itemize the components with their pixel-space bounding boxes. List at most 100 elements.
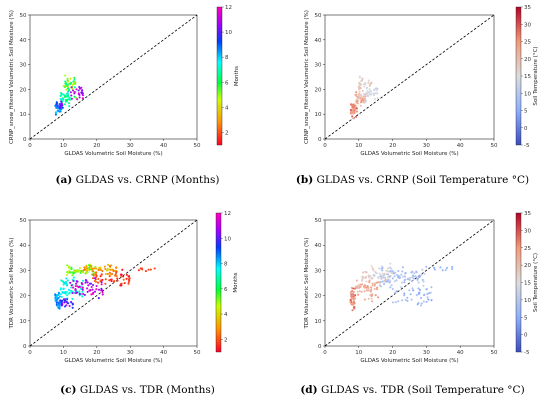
data-point: [100, 281, 103, 284]
colorbar-tick-label: 10: [224, 236, 231, 242]
data-point: [369, 90, 373, 93]
data-point: [92, 291, 95, 294]
data-point: [91, 267, 95, 270]
colorbar-tick-label: 25: [524, 40, 531, 46]
data-point: [370, 286, 373, 289]
data-point: [70, 94, 73, 97]
data-point: [73, 86, 76, 89]
data-point: [81, 89, 84, 92]
data-point: [371, 267, 374, 270]
data-point: [411, 276, 414, 279]
data-point: [370, 265, 373, 268]
data-point: [79, 271, 82, 274]
data-point: [421, 278, 424, 281]
data-point: [367, 91, 371, 95]
data-point: [389, 262, 392, 265]
colorbar-tick-label: 0: [524, 333, 528, 339]
y-tick-label: 50: [315, 218, 322, 224]
data-point: [379, 275, 382, 278]
data-point: [86, 281, 89, 284]
data-point: [67, 266, 71, 269]
colorbar-label: Soil Temperature (°C): [533, 46, 539, 105]
data-point: [399, 276, 402, 279]
data-point: [106, 269, 109, 272]
data-point: [55, 303, 58, 306]
x-tick-label: 50: [491, 143, 498, 149]
data-point: [67, 88, 70, 91]
data-point: [423, 272, 426, 275]
data-point: [403, 275, 406, 278]
y-tick-label: 20: [315, 87, 322, 93]
data-point: [441, 269, 444, 272]
data-point: [93, 267, 96, 270]
data-point: [410, 271, 413, 274]
data-point: [149, 268, 152, 271]
data-point: [70, 284, 73, 287]
data-point: [411, 274, 414, 277]
data-point: [370, 277, 373, 280]
data-point: [95, 288, 98, 291]
data-point: [54, 111, 58, 114]
data-point: [352, 303, 355, 306]
x-tick-label: 40: [457, 143, 464, 149]
colorbar-tick-label: 4: [225, 105, 229, 111]
data-point: [120, 273, 123, 276]
x-tick-label: 20: [93, 350, 100, 356]
data-point: [378, 280, 382, 284]
data-point: [370, 288, 373, 291]
data-point: [353, 297, 356, 300]
x-tick-label: 20: [389, 143, 396, 149]
data-point: [361, 89, 364, 92]
data-point: [378, 284, 381, 287]
panel-c: 0 10 20 30 40 50 0 10 20 30 40 50 GLDAS Volumetric S…: [9, 211, 239, 364]
colorbar-a: [216, 6, 223, 146]
data-point: [65, 277, 68, 280]
data-point: [395, 279, 398, 282]
data-point: [451, 267, 454, 271]
x-tick-label: 10: [355, 350, 362, 356]
colorbar-tick-label: 20: [524, 263, 531, 269]
panel-a: 0 10 20 30 40 50 0 10 20 30 40 50 GLDAS Volumetric S…: [9, 5, 240, 157]
x-tick-label: 10: [60, 350, 67, 356]
data-point: [84, 281, 87, 284]
data-point: [68, 82, 71, 85]
data-point: [350, 111, 353, 114]
data-point: [76, 98, 79, 101]
colorbar-tick-label: -5: [524, 143, 530, 149]
data-point: [364, 95, 367, 98]
data-point: [63, 281, 66, 284]
data-point: [432, 266, 436, 269]
data-point: [389, 266, 392, 269]
data-point: [369, 93, 372, 96]
data-point: [112, 269, 115, 273]
data-point: [367, 287, 370, 290]
data-point: [71, 291, 74, 295]
data-point: [389, 286, 392, 289]
x-tick-label: 50: [491, 350, 498, 356]
colorbar-tick-label: 0: [524, 126, 528, 132]
data-point: [375, 272, 378, 275]
data-point: [68, 102, 71, 105]
data-point: [429, 291, 432, 294]
data-point: [91, 283, 95, 287]
one-to-one-line: [324, 219, 495, 347]
colorbar-tick-label: 12: [224, 211, 231, 217]
data-point: [59, 94, 62, 97]
y-axis-label: CRNP_snow_filtered Volumetric Soil Moist…: [304, 10, 310, 144]
data-point: [73, 95, 76, 98]
colorbar-tick-label: 10: [524, 298, 531, 304]
data-point: [360, 99, 363, 102]
colorbar-tick-label: 10: [225, 30, 232, 36]
y-axis-label: CRNP_snow_filtered Volumetric Soil Moist…: [9, 10, 15, 144]
data-point: [367, 276, 371, 279]
data-point: [107, 263, 110, 266]
data-point: [400, 273, 403, 276]
y-tick-label: 20: [20, 87, 27, 93]
data-point: [104, 278, 107, 281]
data-point: [404, 278, 407, 281]
data-point: [56, 104, 59, 107]
data-point: [383, 274, 386, 277]
data-point: [369, 290, 372, 293]
